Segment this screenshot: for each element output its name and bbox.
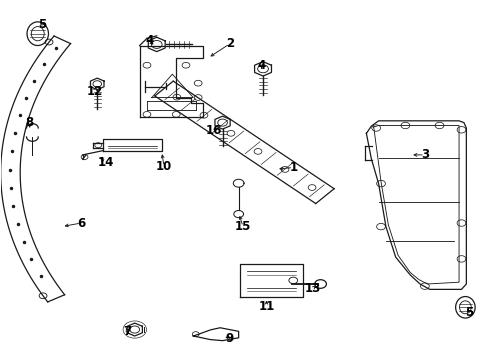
Text: 7: 7 [123, 325, 131, 338]
Text: 10: 10 [156, 160, 172, 173]
Text: 5: 5 [38, 18, 46, 31]
Text: 12: 12 [86, 85, 102, 98]
Text: 2: 2 [225, 37, 233, 50]
Text: 4: 4 [257, 59, 265, 72]
Circle shape [317, 282, 323, 286]
Text: 16: 16 [205, 124, 222, 137]
Text: 13: 13 [304, 282, 320, 295]
Text: 15: 15 [234, 220, 251, 233]
Text: 3: 3 [420, 148, 428, 161]
Text: 9: 9 [225, 332, 234, 345]
Text: 6: 6 [77, 216, 85, 230]
Text: 11: 11 [258, 300, 274, 313]
Text: 5: 5 [464, 306, 472, 319]
Text: 1: 1 [288, 161, 297, 174]
Text: 14: 14 [97, 156, 114, 169]
Text: 4: 4 [145, 34, 153, 48]
Text: 8: 8 [25, 116, 33, 129]
